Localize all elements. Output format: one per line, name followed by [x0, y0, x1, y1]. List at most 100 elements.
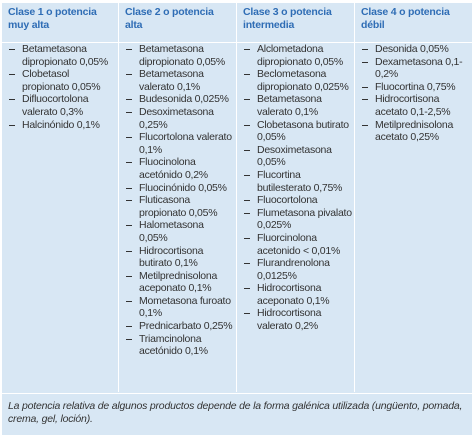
bullet-dash [126, 162, 132, 164]
item-text: Betametasona valerato 0,1% [257, 93, 322, 118]
table-body: Betametasona dipropionato 0,05% Clobetaso… [2, 43, 472, 392]
item-text: Fluorcinolona acetonido < 0,01% [257, 231, 341, 257]
bullet-dash [244, 124, 250, 126]
list-item: Fluorcinolona acetonido < 0,01% [241, 232, 352, 257]
bullet-dash [244, 74, 250, 76]
list-item: Hidrocortisona valerato 0,2% [241, 307, 352, 332]
list-item: Betametasona dipropionato 0,05% [6, 43, 116, 68]
list-item: Difluocortolona valerato 0,3% [6, 93, 116, 118]
bullet-dash [244, 212, 250, 214]
list-item: Hidrocortisona aceponato 0,1% [241, 282, 352, 307]
item-text: Clobetasol propionato 0,05% [22, 68, 101, 93]
list-item: Desoximetasona 0,25% [123, 106, 234, 131]
bullet-dash [244, 174, 250, 176]
item-text: Dexametasona 0,1-0,2% [375, 55, 463, 81]
item-text: Halometasona 0,05% [139, 219, 204, 244]
item-text: Flucortina butilesterato 0,75% [257, 168, 343, 194]
column: Alclometadona dipropionato 0,05% Beclomet… [236, 43, 354, 392]
item-text: Fluocinolona acetónido 0,2% [139, 156, 208, 181]
list-item: Clobetasona butirato 0,05% [241, 119, 352, 144]
item-text: Hidrocortisona aceponato 0,1% [257, 282, 330, 307]
item-text: Prednicarbato 0,25% [139, 320, 233, 333]
list-item: Fluticasona propionato 0,05% [123, 194, 234, 219]
item-text: Desonida 0,05% [375, 43, 449, 55]
list-item: Flumetasona pivalato 0,025% [241, 207, 352, 232]
list-item: Dexametasona 0,1-0,2% [359, 56, 470, 81]
bullet-dash [244, 99, 250, 101]
item-text: Beclometasona dipropionato 0,025% [257, 68, 349, 93]
item-text: Flurandrenolona 0,0125% [257, 257, 330, 282]
list-item: Flurandrenolona 0,0125% [241, 257, 352, 282]
item-text: Betametasona dipropionato 0,05% [22, 43, 108, 68]
item-text: Metilprednisolona acetato 0,25% [375, 118, 454, 144]
item-text: Triamcinolona acetónido 0,1% [139, 332, 208, 358]
bullet-dash [244, 263, 250, 265]
list-item: Betametasona dipropionato 0,05% [123, 43, 234, 68]
bullet-dash [9, 124, 15, 126]
bullet-dash [126, 74, 132, 76]
item-text: Budesonida 0,025% [139, 93, 229, 106]
bullet-dash [362, 124, 368, 126]
item-text: Halcinónido 0,1% [22, 118, 100, 131]
list-item: Betametasona valerato 0,1% [123, 68, 234, 93]
list-item: Hidrocortisona butirato 0,1% [123, 245, 234, 270]
item-text: Desoximetasona 0,05% [257, 143, 332, 169]
list-item: Mometasona furoato 0,1% [123, 295, 234, 320]
list-item: Beclometasona dipropionato 0,025% [241, 68, 352, 93]
list-item: Clobetasol propionato 0,05% [6, 68, 116, 93]
item-text: Hidrocortisona valerato 0,2% [257, 307, 322, 333]
column-header: Clase 2 o potencia alta [118, 3, 236, 42]
list-item: Fluocinolona acetónido 0,2% [123, 156, 234, 181]
list-item: Triamcinolona acetónido 0,1% [123, 333, 234, 358]
column: Betametasona dipropionato 0,05% Betametas… [118, 43, 236, 392]
column: Desonida 0,05% Dexametasona 0,1-0,2% Fluoc… [354, 43, 472, 392]
list-item: Fluocinónido 0,05% [123, 182, 234, 195]
item-text: Betametasona valerato 0,1% [139, 68, 204, 93]
bullet-dash [126, 187, 132, 189]
item-text: Metilprednisolona aceponato 0,1% [139, 269, 218, 295]
list-item: Prednicarbato 0,25% [123, 320, 234, 333]
item-text: Fluticasona propionato 0,05% [139, 194, 218, 219]
list-item: Hidrocortisona acetato 0,1-2,5% [359, 93, 470, 118]
bullet-dash [362, 86, 368, 88]
item-text: Hidrocortisona butirato 0,1% [139, 244, 204, 270]
bullet-dash [244, 200, 250, 202]
column-header: Clase 4 o potencia débil [354, 3, 472, 42]
bullet-dash [362, 99, 368, 101]
bullet-dash [126, 111, 132, 113]
header-row: Clase 1 o potencia muy alta Clase 2 o pot… [2, 3, 472, 43]
item-text: Betametasona dipropionato 0,05% [139, 43, 225, 68]
item-text: Fluocinónido 0,05% [139, 181, 227, 194]
bullet-dash [362, 61, 368, 63]
bullet-dash [126, 200, 132, 202]
column: Betametasona dipropionato 0,05% Clobetaso… [2, 43, 118, 392]
item-text: Difluocortolona valerato 0,3% [22, 93, 89, 118]
bullet-dash [244, 237, 250, 239]
list-item: Metilprednisolona aceponato 0,1% [123, 270, 234, 295]
bullet-dash [244, 149, 250, 151]
item-text: Fluocortolona [257, 194, 318, 207]
bullet-dash [126, 225, 132, 227]
bullet-dash [9, 74, 15, 76]
list-item: Desonida 0,05% [359, 43, 470, 56]
bullet-dash [362, 49, 368, 50]
list-item: Flucortolona valerato 0,1% [123, 131, 234, 156]
column-header: Clase 1 o potencia muy alta [8, 6, 97, 31]
bullet-dash [126, 300, 132, 302]
list-item: Budesonida 0,025% [123, 93, 234, 106]
item-text: Flucortolona valerato 0,1% [139, 131, 232, 156]
item-text: Mometasona furoato 0,1% [139, 294, 231, 320]
item-text: Clobetasona butirato 0,05% [257, 118, 349, 144]
column-header: Clase 3 o potencia intermedia [236, 3, 354, 42]
bullet-dash [9, 49, 15, 50]
table-note: La potencia relativa de algunos producto… [2, 393, 472, 435]
bullet-dash [126, 338, 132, 340]
item-text: Flumetasona pivalato 0,025% [257, 206, 352, 232]
list-item: Flucortina butilesterato 0,75% [241, 169, 352, 194]
bullet-dash [126, 250, 132, 252]
bullet-dash [126, 137, 132, 139]
list-item: Halcinónido 0,1% [6, 119, 116, 132]
bullet-dash [126, 275, 132, 277]
list-item: Halometasona 0,05% [123, 219, 234, 244]
bullet-dash [244, 288, 250, 290]
